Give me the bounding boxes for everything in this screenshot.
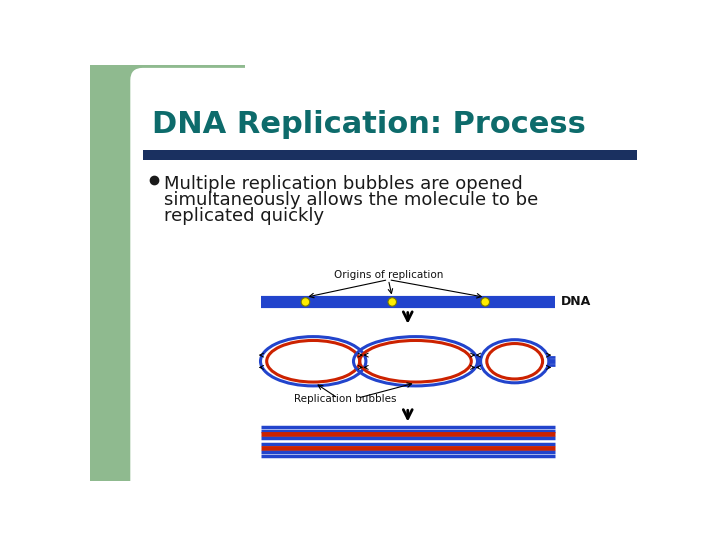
Ellipse shape — [354, 336, 477, 386]
Circle shape — [301, 298, 310, 306]
Circle shape — [481, 298, 490, 306]
Circle shape — [388, 298, 397, 306]
Text: replicated quickly: replicated quickly — [164, 207, 325, 225]
Text: DNA Replication: Process: DNA Replication: Process — [152, 110, 586, 139]
Text: Multiple replication bubbles are opened: Multiple replication bubbles are opened — [164, 175, 523, 193]
FancyBboxPatch shape — [130, 68, 682, 493]
Bar — [90, 65, 245, 150]
Ellipse shape — [261, 336, 366, 386]
Ellipse shape — [481, 340, 549, 383]
Bar — [90, 150, 143, 481]
Text: simultaneously allows the molecule to be: simultaneously allows the molecule to be — [164, 191, 539, 209]
Text: DNA: DNA — [561, 295, 591, 308]
Text: Replication bubbles: Replication bubbles — [294, 394, 397, 403]
Bar — [143, 150, 637, 160]
Text: Origins of replication: Origins of replication — [333, 271, 443, 280]
